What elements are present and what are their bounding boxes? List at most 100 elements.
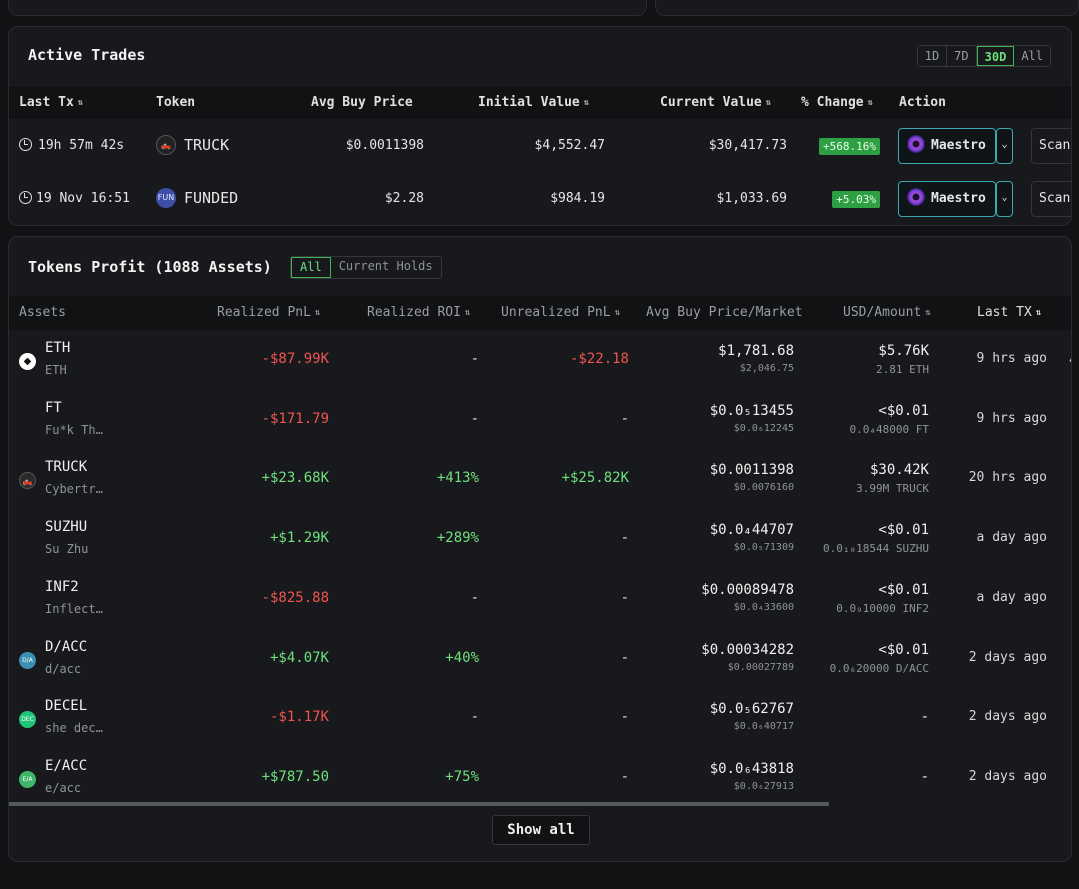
usd-value: <$0.01 [878,641,929,658]
token-amount: 0.0₆20000 D/ACC [829,661,929,675]
trade-change-badge: +568.16% [819,138,880,155]
col-realized-pnl[interactable]: Realized PnL ⇅ [217,305,321,320]
col-token: Token [156,95,196,110]
avg-buy-price: $1,781.68 [718,343,794,359]
range-tab-7d[interactable]: 7D [947,46,977,66]
realized-pnl: +$1.29K [269,530,329,547]
col-last-tx[interactable]: Last Tx ⇅ [19,95,84,110]
sort-icon: ⇅ [867,98,874,108]
table-row[interactable]: D/A D/ACC d/acc +$4.07K +40% - $0.00034282 $0.0… [9,630,1071,690]
table-row[interactable]: E/A E/ACC e/acc +$787.50 +75% - $0.0₆43818 $0.0… [9,749,1071,809]
avg-buy-price: $0.0₄44707 [709,522,794,539]
unrealized-pnl: - [620,709,629,726]
market-price: $0.0₆12245 [733,422,794,434]
trade-token[interactable]: FUN FUNDED [156,188,239,208]
realized-pnl: -$1.17K [269,709,329,726]
usd-value: $5.76K [878,343,929,359]
unrealized-pnl: - [620,768,629,785]
col-usd-amount[interactable]: USD/Amount ⇅ [843,305,931,320]
asset-name: Su Zhu [45,542,89,557]
usd-value: - [920,709,929,726]
table-row[interactable]: 🛻 TRUCK Cybertr… +$23.68K +413% +$25.82K $0.00… [9,450,1071,510]
maestro-button[interactable]: Maestro [898,128,996,164]
maestro-dropdown[interactable]: ⌄ [996,181,1013,217]
asset-symbol: E/ACC [45,757,88,774]
realized-pnl: +$23.68K [261,470,329,487]
truck-token-icon: 🛻 [19,472,36,490]
range-tab-all[interactable]: All [1021,49,1043,63]
table-row[interactable]: INF2 Inflect… -$825.88 - - $0.00089478 $0.0₄33… [9,570,1071,630]
tokens-profit-card: Tokens Profit (1088 Assets) All Current … [8,236,1072,862]
chevron-down-icon: ⌄ [1001,139,1008,150]
trade-initial-value: $4,552.47 [534,138,605,153]
token-icon: E/A [19,770,36,788]
col-initial-value[interactable]: Initial Value ⇅ [478,95,590,110]
sort-icon: ⇅ [583,98,590,108]
col-current-value[interactable]: Current Value ⇅ [660,95,772,110]
market-price: $0.0076160 [733,482,794,494]
avg-buy-price: $0.00089478 [701,581,794,598]
trade-token[interactable]: 🛻 TRUCK [156,135,229,155]
usd-value: $30.42K [869,462,929,479]
realized-pnl: -$87.99K [261,351,329,367]
sort-icon: ⇅ [765,98,772,108]
last-tx: 2 days ago [968,649,1047,665]
holdings-filter: All Current Holds [290,256,442,279]
table-row[interactable]: SUZHU Su Zhu +$1.29K +289% - $0.0₄44707 $0.0₅7… [9,510,1071,570]
asset-name: Cybertr… [45,482,103,497]
clock-icon [19,191,32,204]
trade-row: 19h 57m 42s 🛻 TRUCK $0.0011398 $4,552.47 … [9,121,1071,173]
range-tabs: 1D 7D 30D All [916,45,1051,67]
avg-buy-price: $0.0011398 [709,462,794,479]
trade-initial-value: $984.19 [550,191,605,206]
usd-value: <$0.01 [878,522,929,539]
col-unrealized-pnl[interactable]: Unrealized PnL ⇅ [501,305,620,320]
token-icon: D/A [19,651,36,669]
top-card-stub-left [8,0,647,16]
table-row[interactable]: ◆ ETH ETH -$87.99K - -$22.18 $1,781.68 $2,046.7… [9,331,1071,391]
asset-symbol: ETH [45,340,71,356]
maestro-dropdown[interactable]: ⌄ [996,128,1013,164]
show-all-button[interactable]: Show all [492,815,590,845]
realized-roi: +289% [436,530,479,547]
sort-icon: ⇅ [925,308,931,318]
scan-button[interactable]: Scan [1031,128,1071,164]
range-tab-30d[interactable]: 30D [976,46,1015,66]
market-price: $0.0₆40717 [733,721,794,733]
col-last-tx[interactable]: Last TX ⇅ [977,305,1042,320]
active-trades-title: Active Trades [28,46,146,64]
last-tx: 2 days ago [968,709,1047,725]
token-amount: 0.0₉10000 INF2 [836,601,929,615]
realized-pnl: -$825.88 [261,589,329,606]
avg-buy-price: $0.0₆43818 [709,760,794,777]
funded-token-icon: FUN [156,188,176,208]
filter-current-holds[interactable]: Current Holds [338,259,433,273]
unrealized-pnl: - [620,530,629,547]
scan-button[interactable]: Scan [1031,181,1071,217]
active-trades-card: Active Trades 1D 7D 30D All Last Tx ⇅ Tok… [8,26,1072,226]
asset-symbol: TRUCK [45,459,88,476]
trade-current-value: $30,417.73 [708,138,787,153]
sort-icon: ⇅ [77,98,84,108]
col-change[interactable]: % Change ⇅ [801,95,874,110]
sort-icon: ⇅ [1035,308,1042,318]
filter-all[interactable]: All [291,257,331,278]
realized-roi: +75% [445,768,479,785]
table-row[interactable]: FT Fu*k Th… -$171.79 - - $0.0₅13455 $0.0₆12245… [9,391,1071,451]
last-tx: a day ago [976,589,1047,605]
col-realized-roi[interactable]: Realized ROI ⇅ [367,305,471,320]
last-tx: a day ago [976,530,1047,546]
maestro-button[interactable]: Maestro [898,181,996,217]
usd-value: <$0.01 [878,581,929,598]
asset-name: she dec… [45,721,103,736]
horizontal-scrollbar[interactable] [9,802,829,806]
realized-roi: - [470,410,479,427]
sort-icon: ⇅ [614,308,620,318]
trade-avg-buy-price: $0.0011398 [345,138,424,153]
token-amount: 0.0₄48000 FT [849,422,929,436]
range-tab-1d[interactable]: 1D [918,46,948,66]
col-avg-buy-price: Avg Buy Price [311,95,413,110]
table-row[interactable]: DEC DECEL she dec… -$1.17K - - $0.0₅62767 $0.0₆… [9,689,1071,749]
col-action: Action [899,95,946,110]
asset-symbol: SUZHU [45,519,88,536]
